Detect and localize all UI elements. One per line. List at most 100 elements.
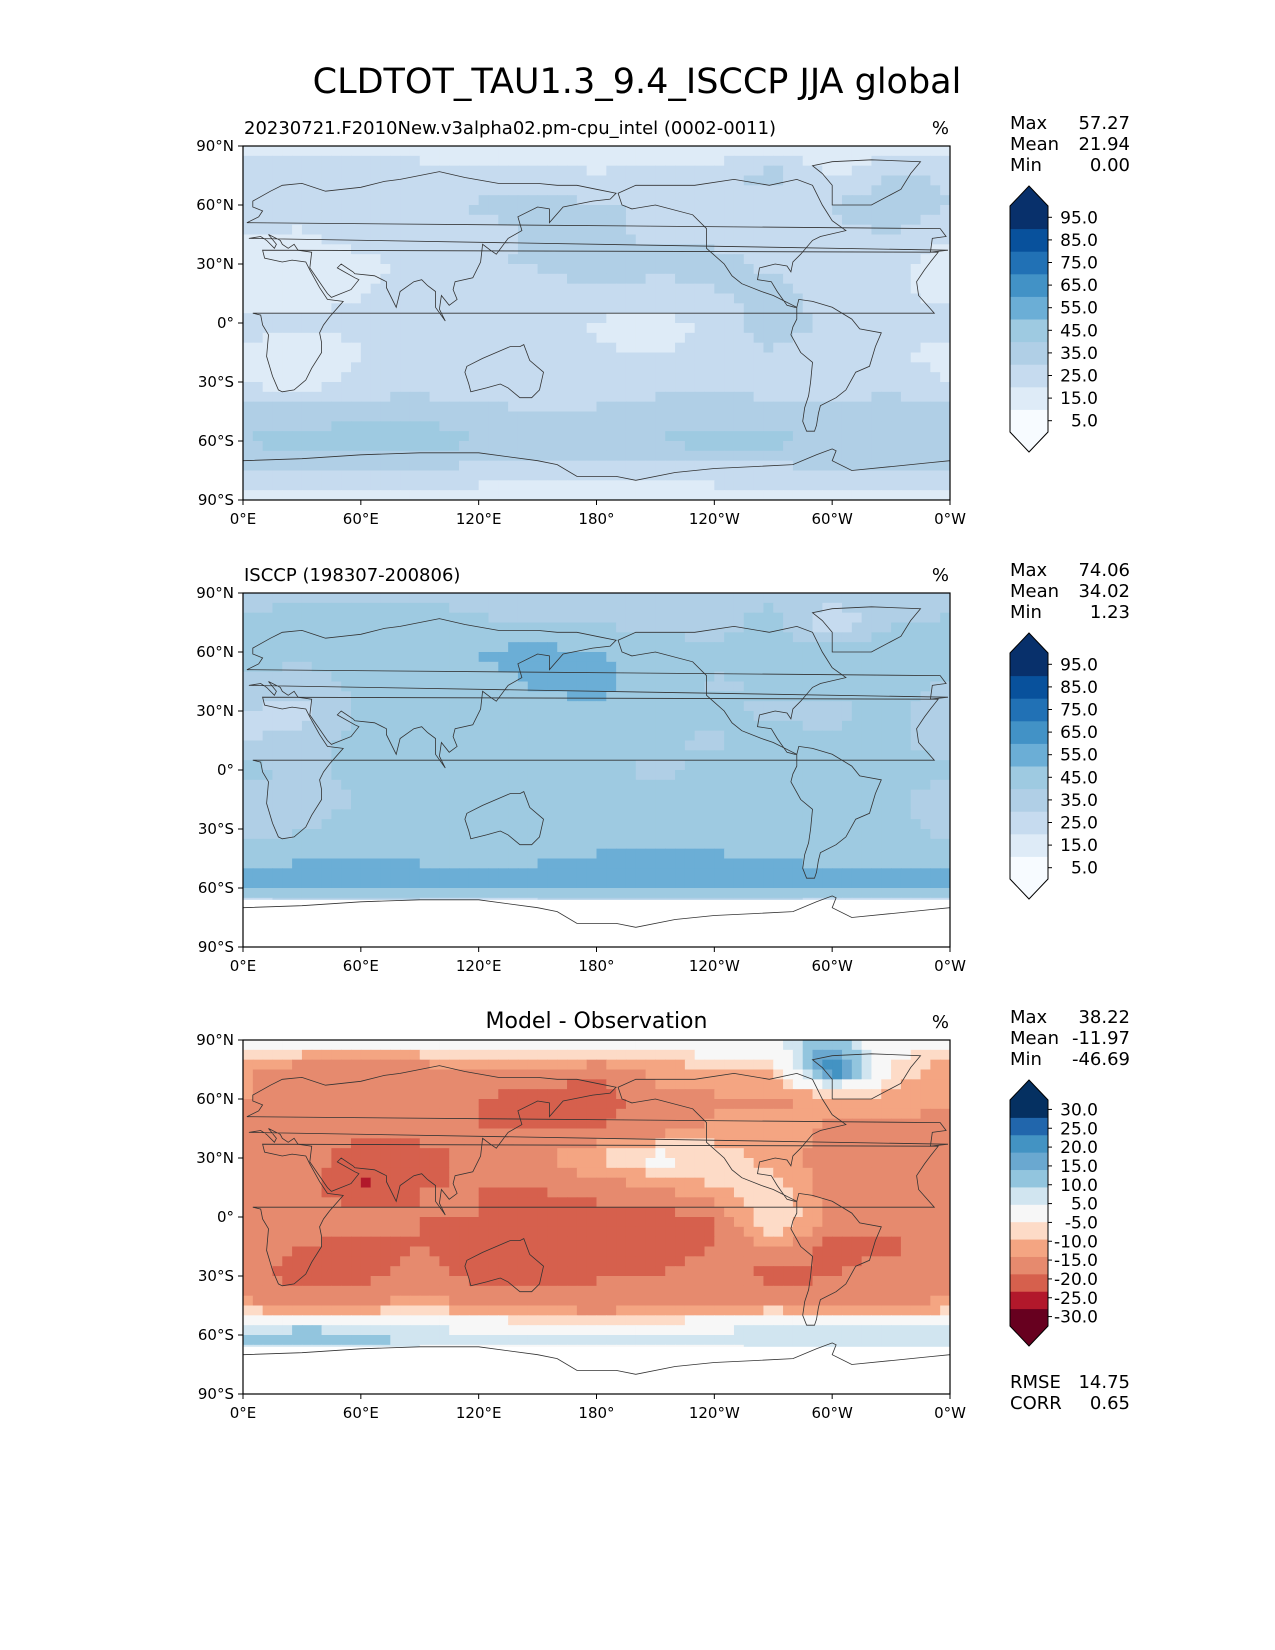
map-cell — [508, 303, 519, 314]
map-cell — [881, 470, 892, 481]
map-cell — [616, 740, 627, 751]
map-cell — [606, 146, 617, 157]
map-cell — [773, 750, 784, 761]
map-cell — [635, 146, 647, 157]
map-cell — [468, 254, 480, 265]
map-cell — [508, 342, 519, 354]
map-cell — [517, 244, 529, 255]
map-cell — [940, 441, 950, 452]
map-cell — [243, 750, 254, 761]
map-cell — [576, 858, 588, 869]
map-cell — [498, 421, 509, 432]
map-cell — [282, 342, 293, 354]
map-cell — [920, 612, 931, 624]
map-cell — [262, 185, 274, 196]
map-cell — [262, 819, 274, 830]
map-cell — [321, 799, 332, 810]
map-cell — [625, 254, 637, 265]
map-cell — [900, 264, 912, 275]
map-cell — [478, 809, 490, 820]
map-cell — [802, 779, 814, 791]
map-cell — [616, 401, 627, 413]
map-cell — [321, 411, 332, 422]
map-cell — [292, 642, 303, 653]
map-cell — [596, 622, 607, 633]
map-cell — [252, 470, 264, 481]
map-cell — [292, 421, 303, 432]
map-cell — [625, 146, 637, 157]
map-cell — [301, 740, 313, 751]
map-cell — [459, 593, 470, 604]
map-cell — [390, 622, 401, 633]
map-cell — [409, 720, 421, 732]
map-cell — [508, 799, 519, 810]
map-cell — [400, 372, 411, 383]
map-cell — [360, 602, 372, 614]
map-cell — [665, 391, 676, 403]
map-cell — [292, 372, 303, 383]
map-cell — [262, 214, 274, 226]
map-cell — [694, 868, 706, 879]
map-cell — [449, 146, 460, 157]
map-cell — [645, 273, 657, 285]
map-cell — [940, 342, 950, 354]
map-cell — [714, 490, 725, 500]
map-cell — [625, 720, 637, 732]
map-cell — [370, 730, 382, 742]
map-cell — [802, 214, 814, 226]
map-cell — [419, 490, 431, 500]
map-cell — [311, 332, 323, 344]
map-cell — [429, 205, 440, 216]
map-cell — [753, 460, 765, 472]
map-cell — [851, 401, 863, 413]
map-cell — [743, 480, 755, 491]
map-cell — [311, 730, 323, 742]
map-cell — [665, 401, 676, 413]
map-cell — [252, 868, 264, 879]
map-cell — [694, 283, 706, 295]
map-cell — [321, 612, 332, 624]
map-cell — [684, 888, 696, 899]
map-cell — [586, 313, 598, 324]
map-cell — [360, 681, 372, 692]
map-cell — [645, 146, 657, 157]
map-cell — [763, 878, 774, 889]
map-cell — [871, 750, 882, 761]
map-cell — [635, 185, 647, 196]
map-cell — [567, 878, 578, 889]
map-cell — [488, 273, 499, 285]
map-cell — [282, 470, 293, 481]
map-cell — [331, 342, 342, 354]
map-cell — [930, 730, 941, 742]
map-cell — [439, 671, 450, 683]
map-cell — [841, 234, 853, 245]
map-cell — [576, 175, 588, 186]
map-cell — [400, 401, 411, 413]
map-cell — [616, 362, 627, 373]
map-cell — [616, 332, 627, 344]
map-cell — [724, 642, 735, 653]
map-cell — [616, 313, 627, 324]
map-cell — [920, 431, 931, 442]
map-cell — [517, 323, 529, 334]
map-cell — [616, 431, 627, 442]
map-cell — [557, 681, 568, 692]
map-cell — [684, 661, 696, 673]
map-cell — [341, 602, 352, 614]
map-cell — [684, 819, 696, 830]
map-cell — [694, 593, 706, 604]
map-cell — [488, 779, 499, 791]
map-cell — [243, 632, 254, 643]
map-cell — [665, 146, 676, 157]
map-cell — [576, 441, 588, 452]
map-cell — [616, 799, 627, 810]
map-cell — [684, 175, 696, 186]
map-cell — [586, 352, 598, 363]
map-cell — [635, 372, 647, 383]
map-cell — [567, 789, 578, 801]
map-cell — [282, 411, 293, 422]
map-cell — [243, 701, 254, 712]
map-cell — [675, 701, 686, 712]
map-cell — [409, 244, 421, 255]
map-cell — [832, 431, 843, 442]
